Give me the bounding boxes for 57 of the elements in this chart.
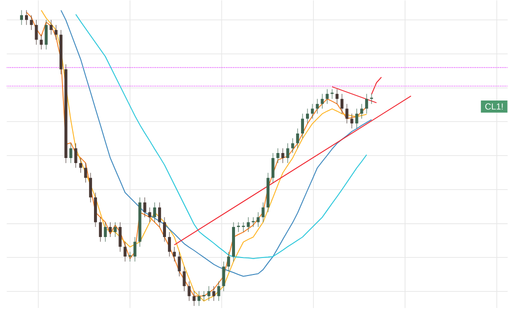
candlestick bbox=[163, 217, 166, 242]
text: CL1! bbox=[485, 104, 503, 110]
candlestick bbox=[310, 104, 314, 120]
candlestick bbox=[158, 202, 162, 228]
candlestick bbox=[30, 15, 33, 30]
candlestick bbox=[44, 20, 48, 50]
candlestick bbox=[365, 94, 368, 114]
candlestick bbox=[281, 148, 284, 164]
candlestick bbox=[212, 286, 216, 302]
candlestick bbox=[133, 236, 136, 262]
candlestick bbox=[84, 162, 88, 183]
candlestick bbox=[316, 98, 319, 114]
candlestick bbox=[340, 94, 344, 114]
candlestick bbox=[198, 291, 200, 306]
candlestick bbox=[89, 172, 92, 203]
candlestick bbox=[256, 212, 260, 228]
candlestick bbox=[178, 252, 181, 277]
candlestick bbox=[143, 197, 146, 218]
candlestick bbox=[246, 217, 250, 232]
candlestick bbox=[24, 10, 28, 26]
candlestick bbox=[153, 202, 156, 223]
candlestick bbox=[345, 104, 348, 124]
candlestick bbox=[360, 104, 364, 120]
candlestick bbox=[296, 128, 300, 149]
candlestick bbox=[54, 24, 58, 40]
candlestick bbox=[330, 89, 334, 100]
candlestick bbox=[34, 20, 38, 46]
candlestick bbox=[20, 10, 24, 26]
candlestick bbox=[172, 246, 176, 262]
candlestick bbox=[271, 152, 274, 183]
candlestick bbox=[168, 232, 171, 257]
candlestick bbox=[276, 148, 280, 164]
candlestick bbox=[188, 281, 191, 302]
candlestick bbox=[306, 108, 309, 124]
candlestick bbox=[227, 252, 230, 272]
candlestick bbox=[104, 222, 107, 242]
candlestick bbox=[124, 242, 127, 262]
candlestick bbox=[370, 94, 374, 104]
candlestick bbox=[182, 266, 186, 292]
candlestick bbox=[69, 143, 72, 164]
candlestick bbox=[118, 222, 122, 252]
candlestick bbox=[326, 89, 329, 104]
candlestick bbox=[301, 114, 304, 139]
candlestick bbox=[291, 138, 294, 154]
candlestick bbox=[114, 222, 117, 238]
candlestick bbox=[40, 34, 43, 50]
candlestick bbox=[98, 217, 102, 242]
candlestick bbox=[148, 207, 152, 223]
candlestick bbox=[222, 261, 226, 292]
candlestick bbox=[262, 202, 265, 223]
candlestick bbox=[350, 114, 354, 129]
candlestick bbox=[336, 89, 339, 104]
candlestick bbox=[50, 20, 53, 36]
candlestick bbox=[207, 286, 210, 302]
candlestick bbox=[217, 281, 220, 302]
candlestick bbox=[79, 158, 82, 174]
candlestick bbox=[192, 291, 196, 306]
